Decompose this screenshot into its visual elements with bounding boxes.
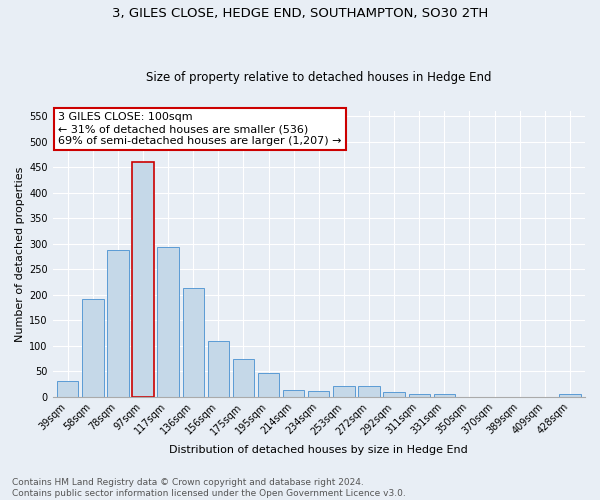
Bar: [434, 394, 455, 397]
Bar: [233, 358, 254, 397]
Bar: [358, 386, 380, 397]
Bar: [559, 394, 581, 397]
Bar: [157, 248, 179, 397]
Bar: [107, 250, 128, 397]
Bar: [208, 341, 229, 397]
Text: 3, GILES CLOSE, HEDGE END, SOUTHAMPTON, SO30 2TH: 3, GILES CLOSE, HEDGE END, SOUTHAMPTON, …: [112, 8, 488, 20]
Bar: [258, 374, 279, 397]
Bar: [82, 300, 104, 397]
Bar: [308, 390, 329, 397]
Text: 3 GILES CLOSE: 100sqm
← 31% of detached houses are smaller (536)
69% of semi-det: 3 GILES CLOSE: 100sqm ← 31% of detached …: [58, 112, 341, 146]
Y-axis label: Number of detached properties: Number of detached properties: [15, 166, 25, 342]
Bar: [383, 392, 405, 397]
Bar: [283, 390, 304, 397]
Bar: [133, 162, 154, 397]
Bar: [57, 382, 79, 397]
Bar: [182, 288, 204, 397]
Bar: [409, 394, 430, 397]
Title: Size of property relative to detached houses in Hedge End: Size of property relative to detached ho…: [146, 70, 491, 84]
Bar: [333, 386, 355, 397]
Text: Contains HM Land Registry data © Crown copyright and database right 2024.
Contai: Contains HM Land Registry data © Crown c…: [12, 478, 406, 498]
X-axis label: Distribution of detached houses by size in Hedge End: Distribution of detached houses by size …: [169, 445, 468, 455]
